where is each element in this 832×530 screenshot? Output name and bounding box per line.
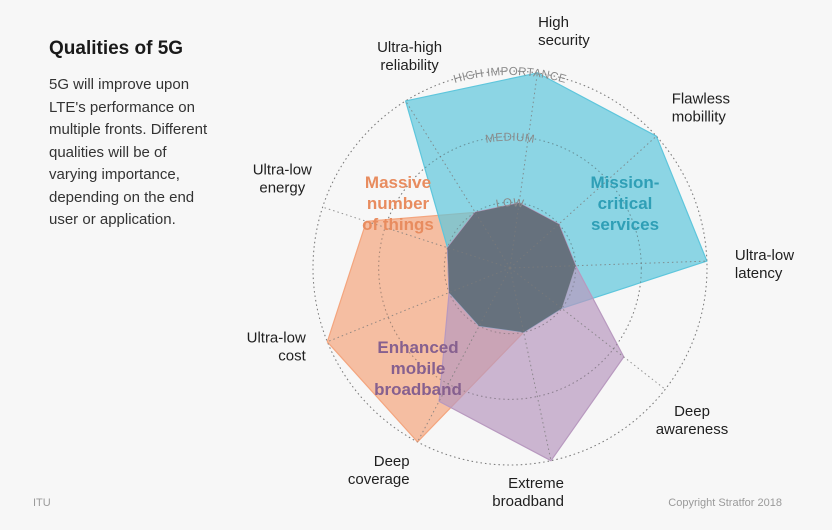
grid-ring-overlay <box>378 136 642 400</box>
series-label-2: Mission-critical services <box>591 173 660 234</box>
copyright-label: Copyright Stratfor 2018 <box>668 497 782 509</box>
grid-spoke <box>509 72 538 269</box>
axis-label-3: High security <box>538 14 590 49</box>
series-label-3: Enhanced mobile broadband <box>374 338 462 399</box>
grid-spoke <box>417 267 511 443</box>
axis-label-5: Ultra-low latency <box>735 247 794 282</box>
grid-spoke <box>327 267 511 343</box>
axis-label-8: Deep coverage <box>348 453 410 488</box>
series-overlap-core <box>447 203 576 333</box>
series-label-1: Massive number of things <box>362 173 434 234</box>
axis-label-4: Flawless mobillity <box>672 90 730 125</box>
ring-label: LOW <box>495 197 525 210</box>
grid-ring <box>312 70 708 466</box>
grid-spoke <box>509 135 657 269</box>
source-label: ITU <box>33 497 51 509</box>
grid-ring-overlay <box>443 201 577 335</box>
axis-label-9: Ultra-low cost <box>247 330 307 365</box>
chart-description: 5G will improve upon LTE's performance o… <box>49 76 208 228</box>
axis-labels: Ultra-low energy Ultra-high reliability High… <box>247 14 795 510</box>
page-title: Qualities of 5G <box>49 38 184 59</box>
grid-spoke <box>509 267 666 390</box>
series-labels: Massive number of things Mission-critical se… <box>362 173 659 399</box>
axis-label-2: Ultra-high reliability <box>377 39 442 74</box>
grid-spoke <box>405 100 511 269</box>
ring-label: MEDIUM <box>485 132 536 146</box>
axis-label-7: Extreme broadband <box>492 475 564 510</box>
axis-label-1: Ultra-low energy <box>253 162 312 197</box>
grid-spoke <box>509 267 552 461</box>
axis-label-6: Deep awareness <box>656 403 729 438</box>
radar-series <box>312 70 708 466</box>
grid-spoke <box>509 260 707 269</box>
grid-ring-overlay <box>312 70 708 466</box>
grid-spoke <box>322 206 511 269</box>
